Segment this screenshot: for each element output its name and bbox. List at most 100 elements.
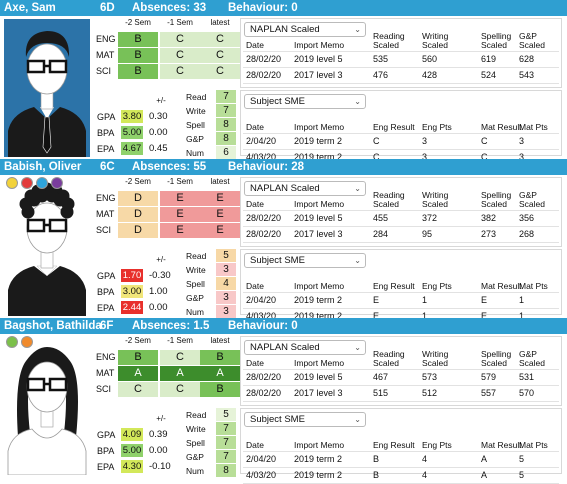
naplan-column-header[interactable]: Reading Scaled bbox=[373, 31, 405, 50]
sme-cell[interactable]: 3 bbox=[422, 136, 428, 146]
sme-cell[interactable]: 4 bbox=[422, 454, 428, 464]
naplan-cell[interactable]: 2019 level 5 bbox=[294, 372, 343, 382]
naplan-cell[interactable]: 531 bbox=[519, 372, 535, 382]
sme-cell[interactable]: B bbox=[373, 454, 380, 464]
sme-cell[interactable]: 2019 term 2 bbox=[294, 454, 343, 464]
grade-cell[interactable]: B bbox=[118, 32, 158, 47]
naplan-cell[interactable]: 268 bbox=[519, 229, 535, 239]
naplan-cell[interactable]: 524 bbox=[481, 70, 497, 80]
sme-cell[interactable]: E bbox=[373, 295, 380, 305]
naplan-cell[interactable]: 467 bbox=[373, 372, 389, 382]
flag-dot-icon[interactable] bbox=[36, 177, 48, 189]
student-header[interactable]: Axe, Sam 6D Absences: 33 Behaviour: 0 bbox=[0, 0, 567, 16]
flag-dot-icon[interactable] bbox=[6, 336, 18, 348]
sme-cell[interactable]: 4/03/20 bbox=[246, 470, 277, 480]
sme-select[interactable]: Subject SME ⌄ bbox=[244, 412, 366, 427]
sme-cell[interactable]: C bbox=[481, 152, 488, 162]
sme-column-header[interactable]: Eng Pts bbox=[422, 122, 452, 132]
naplan-cell[interactable]: 535 bbox=[373, 54, 389, 64]
naplan-column-header[interactable]: Spelling Scaled bbox=[481, 31, 512, 50]
sme-column-header[interactable]: Eng Result bbox=[373, 122, 415, 132]
grade-cell[interactable]: D bbox=[118, 207, 158, 222]
naplan-cell[interactable]: 557 bbox=[481, 388, 497, 398]
sme-cell[interactable]: B bbox=[373, 470, 380, 480]
sme-cell[interactable]: 2019 term 2 bbox=[294, 295, 343, 305]
naplan-cell[interactable]: 382 bbox=[481, 213, 497, 223]
sme-cell[interactable]: 1 bbox=[422, 295, 428, 305]
naplan-cell[interactable]: 543 bbox=[519, 70, 535, 80]
grade-cell[interactable]: D bbox=[118, 223, 158, 238]
naplan-cell[interactable]: 28/02/20 bbox=[246, 70, 282, 80]
sme-cell[interactable]: 1 bbox=[519, 311, 525, 321]
sme-cell[interactable]: C bbox=[373, 136, 380, 146]
sme-column-header[interactable]: Eng Pts bbox=[422, 440, 452, 450]
naplan-select[interactable]: NAPLAN Scaled ⌄ bbox=[244, 22, 366, 37]
student-name[interactable]: Babish, Oliver bbox=[4, 161, 82, 173]
sme-cell[interactable]: 4 bbox=[422, 470, 428, 480]
sme-cell[interactable]: 1 bbox=[422, 311, 428, 321]
sme-cell[interactable]: E bbox=[481, 311, 488, 321]
naplan-cell[interactable]: 560 bbox=[422, 54, 438, 64]
naplan-cell[interactable]: 455 bbox=[373, 213, 389, 223]
sme-cell[interactable]: 1 bbox=[519, 295, 525, 305]
naplan-column-header[interactable]: Spelling Scaled bbox=[481, 349, 512, 368]
naplan-column-header[interactable]: G&P Scaled bbox=[519, 31, 545, 50]
naplan-select[interactable]: NAPLAN Scaled ⌄ bbox=[244, 181, 366, 196]
grade-cell[interactable]: C bbox=[160, 32, 200, 47]
grade-cell[interactable]: D bbox=[118, 191, 158, 206]
naplan-column-header[interactable]: Date bbox=[246, 40, 264, 50]
sme-column-header[interactable]: Date bbox=[246, 122, 264, 132]
naplan-cell[interactable]: 2019 level 5 bbox=[294, 54, 343, 64]
naplan-cell[interactable]: 619 bbox=[481, 54, 497, 64]
naplan-select[interactable]: NAPLAN Scaled ⌄ bbox=[244, 340, 366, 355]
naplan-cell[interactable]: 28/02/20 bbox=[246, 54, 282, 64]
sme-column-header[interactable]: Mat Result bbox=[481, 281, 522, 291]
sme-column-header[interactable]: Mat Pts bbox=[519, 440, 548, 450]
sme-column-header[interactable]: Mat Pts bbox=[519, 122, 548, 132]
sme-column-header[interactable]: Import Memo bbox=[294, 122, 345, 132]
sme-cell[interactable]: E bbox=[481, 295, 488, 305]
grade-cell[interactable]: A bbox=[160, 366, 200, 381]
sme-cell[interactable]: 5 bbox=[519, 470, 525, 480]
naplan-column-header[interactable]: Writing Scaled bbox=[422, 190, 449, 209]
sme-cell[interactable]: 2/04/20 bbox=[246, 136, 277, 146]
student-name[interactable]: Axe, Sam bbox=[4, 2, 56, 14]
naplan-column-header[interactable]: Import Memo bbox=[294, 40, 345, 50]
naplan-cell[interactable]: 515 bbox=[373, 388, 389, 398]
sme-select[interactable]: Subject SME ⌄ bbox=[244, 253, 366, 268]
grade-cell[interactable]: C bbox=[160, 382, 200, 397]
naplan-column-header[interactable]: Import Memo bbox=[294, 199, 345, 209]
naplan-cell[interactable]: 356 bbox=[519, 213, 535, 223]
sme-column-header[interactable]: Date bbox=[246, 281, 264, 291]
naplan-cell[interactable]: 372 bbox=[422, 213, 438, 223]
sme-cell[interactable]: C bbox=[373, 152, 380, 162]
naplan-cell[interactable]: 2017 level 3 bbox=[294, 388, 343, 398]
naplan-cell[interactable]: 428 bbox=[422, 70, 438, 80]
flag-dot-icon[interactable] bbox=[21, 336, 33, 348]
naplan-cell[interactable]: 2019 level 5 bbox=[294, 213, 343, 223]
naplan-cell[interactable]: 2017 level 3 bbox=[294, 70, 343, 80]
sme-cell[interactable]: 5 bbox=[519, 454, 525, 464]
sme-cell[interactable]: 2019 term 2 bbox=[294, 311, 343, 321]
sme-cell[interactable]: C bbox=[481, 136, 488, 146]
naplan-column-header[interactable]: Date bbox=[246, 358, 264, 368]
grade-cell[interactable]: C bbox=[160, 350, 200, 365]
sme-column-header[interactable]: Date bbox=[246, 440, 264, 450]
naplan-cell[interactable]: 273 bbox=[481, 229, 497, 239]
grade-cell[interactable]: E bbox=[160, 207, 200, 222]
grade-cell[interactable]: C bbox=[200, 32, 240, 47]
sme-column-header[interactable]: Import Memo bbox=[294, 440, 345, 450]
grade-cell[interactable]: A bbox=[118, 366, 158, 381]
sme-cell[interactable]: 2/04/20 bbox=[246, 454, 277, 464]
naplan-cell[interactable]: 28/02/20 bbox=[246, 388, 282, 398]
naplan-cell[interactable]: 28/02/20 bbox=[246, 372, 282, 382]
sme-cell[interactable]: A bbox=[481, 470, 488, 480]
grade-cell[interactable]: E bbox=[200, 191, 240, 206]
flag-dot-icon[interactable] bbox=[6, 177, 18, 189]
student-avatar[interactable] bbox=[4, 19, 90, 157]
student-header[interactable]: Babish, Oliver 6C Absences: 55 Behaviour: 2… bbox=[0, 159, 567, 175]
naplan-column-header[interactable]: Writing Scaled bbox=[422, 349, 449, 368]
grade-cell[interactable]: C bbox=[200, 48, 240, 63]
naplan-cell[interactable]: 28/02/20 bbox=[246, 229, 282, 239]
naplan-cell[interactable]: 284 bbox=[373, 229, 389, 239]
